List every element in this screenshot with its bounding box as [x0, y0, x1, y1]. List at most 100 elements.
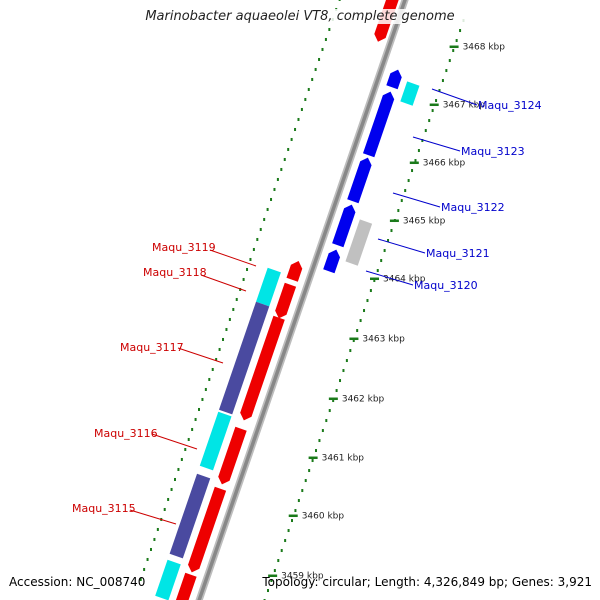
tick-label: 3463 kbp	[362, 335, 405, 345]
gene-label: Maqu_3117	[120, 341, 184, 354]
dot-plus	[270, 579, 273, 583]
dot-minus	[235, 297, 238, 301]
tick-label: 3464 kbp	[383, 275, 426, 285]
gene-label: Maqu_3118	[143, 266, 207, 279]
dot-plus	[349, 349, 352, 353]
dot-minus	[297, 117, 300, 121]
dot-plus	[277, 559, 280, 563]
dot-minus	[146, 557, 149, 561]
cds-feature-3120	[323, 249, 341, 274]
dot-plus	[417, 149, 420, 153]
leader-line	[151, 433, 198, 450]
leader-line	[431, 88, 478, 106]
leader-line	[377, 238, 426, 254]
dot-minus	[177, 467, 180, 471]
dot-plus	[438, 89, 441, 93]
dot-plus	[311, 459, 314, 463]
dot-minus	[263, 217, 266, 221]
leader-line	[365, 270, 414, 286]
dot-plus	[332, 399, 335, 403]
trna-feature-3124	[400, 81, 420, 106]
dot-plus	[397, 209, 400, 213]
gene-label: Maqu_3121	[426, 247, 490, 260]
dot-plus	[373, 279, 376, 283]
dot-plus	[421, 139, 424, 143]
cds-feature-3118	[275, 282, 297, 319]
dot-minus	[143, 567, 146, 571]
dot-minus	[280, 167, 283, 171]
dot-plus	[280, 549, 283, 553]
dot-plus	[297, 499, 300, 503]
dot-plus	[435, 99, 438, 103]
dot-plus	[400, 199, 403, 203]
tick-mark	[288, 514, 298, 518]
dot-minus	[149, 547, 152, 551]
tick-label: 3461 kbp	[322, 454, 365, 464]
tick-mark	[389, 219, 399, 223]
dot-minus	[211, 367, 214, 371]
leader-line	[200, 274, 247, 292]
dot-minus	[232, 307, 235, 311]
dot-minus	[173, 477, 176, 481]
dot-minus	[153, 537, 156, 541]
dot-minus	[304, 97, 307, 101]
trna-feature-3118	[256, 267, 281, 307]
dot-plus	[445, 69, 448, 73]
cds-feature-3119	[286, 261, 303, 282]
cds-feature-3116	[218, 426, 247, 485]
dot-minus	[184, 447, 187, 451]
dot-minus	[198, 407, 201, 411]
dot-plus	[328, 409, 331, 413]
dot-plus	[428, 119, 431, 123]
cds-feature-3117	[240, 315, 285, 421]
dot-minus	[156, 527, 159, 531]
dot-minus	[311, 77, 314, 81]
dot-plus	[390, 229, 393, 233]
dot-minus	[167, 497, 170, 501]
dot-plus	[431, 109, 434, 113]
product-feature-3115	[169, 473, 211, 559]
dot-minus	[338, 0, 341, 1]
dot-plus	[363, 309, 366, 313]
dot-minus	[300, 107, 303, 111]
dot-plus	[301, 489, 304, 493]
dot-plus	[411, 169, 414, 173]
dot-minus	[191, 427, 194, 431]
tick-mark	[370, 277, 380, 281]
dot-plus	[335, 389, 338, 393]
dot-plus	[414, 159, 417, 163]
dot-plus	[366, 299, 369, 303]
dot-minus	[225, 327, 228, 331]
dot-minus	[208, 377, 211, 381]
dot-minus	[187, 437, 190, 441]
dot-plus	[387, 239, 390, 243]
tick-mark	[328, 397, 338, 401]
dot-plus	[356, 329, 359, 333]
dot-minus	[283, 157, 286, 161]
dot-minus	[204, 387, 207, 391]
leader-line	[209, 249, 257, 267]
dot-minus	[239, 287, 242, 291]
dot-plus	[308, 469, 311, 473]
tick-label: 3466 kbp	[423, 159, 466, 169]
dot-plus	[284, 539, 287, 543]
dot-minus	[246, 267, 249, 271]
dot-plus	[452, 49, 455, 53]
dot-plus	[294, 509, 297, 513]
pseudo-feature-3121	[345, 219, 373, 266]
dot-plus	[273, 569, 276, 573]
topology-summary: Topology: circular; Length: 4,326,849 bp…	[262, 575, 592, 589]
dot-plus	[342, 369, 345, 373]
dot-minus	[201, 397, 204, 401]
dot-minus	[163, 507, 166, 511]
dot-plus	[321, 429, 324, 433]
dot-minus	[287, 147, 290, 151]
dot-minus	[307, 87, 310, 91]
dot-minus	[222, 337, 225, 341]
backbone-line	[197, 0, 407, 600]
dot-plus	[404, 189, 407, 193]
dot-minus	[276, 177, 279, 181]
tick-mark	[268, 574, 278, 578]
product-feature-3117	[218, 301, 270, 415]
